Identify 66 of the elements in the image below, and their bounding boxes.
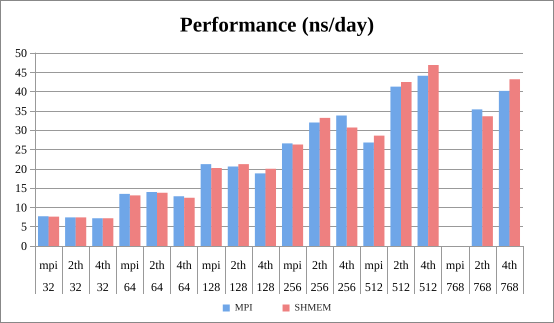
y-tick-label: 40 — [15, 84, 27, 99]
y-tick-label: 0 — [21, 239, 27, 253]
bar — [228, 166, 238, 246]
x-tick-label: 2th 256 — [310, 258, 329, 294]
bar — [146, 192, 157, 246]
bar — [48, 216, 60, 246]
x-tick-label: 4th 128 — [256, 258, 274, 294]
bar — [482, 116, 493, 246]
legend-label: MPI — [234, 302, 253, 314]
legend-label: SHMEM — [294, 302, 332, 314]
bar — [238, 164, 249, 246]
x-tick-label: mpi 32 — [39, 258, 59, 294]
x-tick-label: mpi 128 — [202, 258, 222, 294]
x-tick-label: mpi 64 — [120, 258, 140, 294]
y-tick-label: 25 — [15, 142, 27, 156]
bar — [509, 79, 520, 246]
x-tick-label: mpi 256 — [283, 258, 303, 294]
x-tick-label: mpi 512 — [364, 258, 384, 294]
bar — [38, 216, 49, 246]
x-tick-label: 4th 256 — [338, 258, 356, 294]
y-tick-label: 30 — [15, 123, 27, 138]
x-tick-label: 4th 32 — [95, 258, 110, 294]
bar — [282, 143, 293, 246]
bar — [428, 64, 439, 246]
x-tick-label: 2th 512 — [392, 258, 410, 294]
bar — [401, 82, 412, 246]
x-tick-label: 4th 768 — [500, 258, 518, 294]
bar — [498, 90, 510, 246]
bar — [119, 194, 130, 246]
bar — [363, 142, 374, 246]
x-tick-label: mpi 768 — [446, 258, 466, 294]
bar — [309, 122, 320, 246]
bar — [472, 109, 482, 246]
bar — [102, 218, 114, 246]
x-tick-label: 2th 32 — [68, 258, 84, 294]
y-tick-label: 35 — [15, 104, 27, 118]
y-tick-label: 20 — [15, 162, 27, 176]
bar — [265, 168, 276, 246]
bar — [292, 144, 304, 246]
y-tick-label: 5 — [21, 220, 27, 234]
x-tick-label: 2th 64 — [149, 258, 165, 294]
x-tick-label: 2th 768 — [473, 258, 492, 294]
y-tick-label: 15 — [15, 181, 27, 196]
bar — [157, 192, 168, 246]
bar — [174, 196, 184, 246]
y-tick-label: 50 — [15, 46, 27, 60]
bar — [320, 118, 330, 246]
bar — [200, 164, 212, 246]
bar — [65, 217, 76, 246]
bar — [374, 136, 384, 246]
chart-title: Performance (ns/day) — [180, 12, 374, 36]
bar — [130, 195, 140, 246]
bar — [336, 116, 347, 246]
bar — [346, 128, 358, 246]
bar — [76, 217, 86, 246]
x-tick-label: 4th 64 — [176, 258, 192, 294]
bar — [92, 218, 103, 246]
y-tick-label: 10 — [15, 200, 27, 214]
bar — [418, 76, 428, 246]
bar — [390, 86, 401, 246]
bar — [211, 168, 222, 246]
bar — [184, 198, 195, 246]
bar — [254, 173, 266, 246]
x-tick-label: 4th 512 — [419, 258, 438, 294]
x-tick-label: 2th 128 — [229, 258, 248, 294]
y-tick-label: 45 — [15, 65, 27, 80]
